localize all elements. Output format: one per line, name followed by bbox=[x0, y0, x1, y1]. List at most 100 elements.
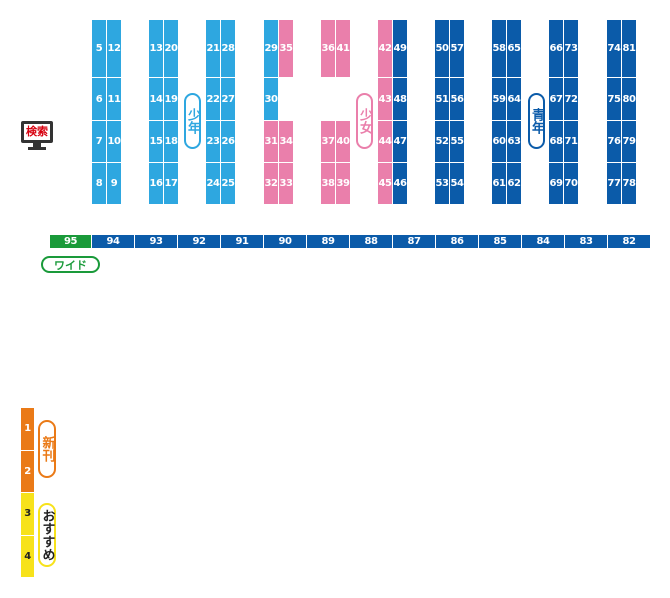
shelf[interactable]: 62 bbox=[507, 163, 521, 204]
shelf[interactable]: 30 bbox=[264, 78, 278, 120]
shelf[interactable]: 64 bbox=[507, 78, 521, 120]
shelf[interactable]: 7 bbox=[92, 121, 106, 162]
shelf[interactable]: 54 bbox=[450, 163, 464, 204]
shelf[interactable]: 63 bbox=[507, 121, 521, 162]
shelf[interactable]: 8 bbox=[92, 163, 106, 204]
shelf[interactable]: 43 bbox=[378, 78, 392, 120]
shelf[interactable]: 29 bbox=[264, 20, 278, 77]
shelf[interactable]: 50 bbox=[435, 20, 449, 77]
shelf[interactable]: 67 bbox=[549, 78, 563, 120]
shelf[interactable]: 56 bbox=[450, 78, 464, 120]
shelf[interactable]: 59 bbox=[492, 78, 506, 120]
search-terminal[interactable]: 検索 bbox=[21, 121, 53, 151]
shelf[interactable]: 85 bbox=[479, 235, 521, 248]
shelf[interactable]: 14 bbox=[149, 78, 163, 120]
shelf[interactable]: 42 bbox=[378, 20, 392, 77]
shelf[interactable]: 5 bbox=[92, 20, 106, 77]
shelf[interactable]: 22 bbox=[206, 78, 220, 120]
shelf[interactable]: 74 bbox=[607, 20, 621, 77]
shelf[interactable]: 52 bbox=[435, 121, 449, 162]
shelf[interactable]: 40 bbox=[336, 121, 350, 162]
shelf[interactable]: 36 bbox=[321, 20, 335, 77]
shelf[interactable]: 60 bbox=[492, 121, 506, 162]
shelf[interactable]: 93 bbox=[135, 235, 177, 248]
shelf[interactable]: 6 bbox=[92, 78, 106, 120]
shelf[interactable]: 75 bbox=[607, 78, 621, 120]
shelf[interactable]: 82 bbox=[608, 235, 650, 248]
shelf[interactable]: 77 bbox=[607, 163, 621, 204]
shelf[interactable]: 9 bbox=[107, 163, 121, 204]
shelf[interactable]: 69 bbox=[549, 163, 563, 204]
shelf[interactable]: 24 bbox=[206, 163, 220, 204]
shelf[interactable]: 58 bbox=[492, 20, 506, 77]
shelf[interactable]: 71 bbox=[564, 121, 578, 162]
shelf[interactable]: 57 bbox=[450, 20, 464, 77]
shelf[interactable]: 17 bbox=[164, 163, 178, 204]
shelf[interactable]: 34 bbox=[279, 121, 293, 162]
shelf[interactable]: 76 bbox=[607, 121, 621, 162]
shelf[interactable]: 73 bbox=[564, 20, 578, 77]
wide-label: ワイド bbox=[41, 256, 100, 273]
shelf[interactable]: 94 bbox=[92, 235, 134, 248]
shelf[interactable]: 53 bbox=[435, 163, 449, 204]
shelf[interactable]: 95 bbox=[50, 235, 91, 248]
shelf[interactable]: 1 bbox=[21, 408, 34, 450]
shelf[interactable]: 15 bbox=[149, 121, 163, 162]
shelf[interactable]: 84 bbox=[522, 235, 564, 248]
shelf[interactable]: 21 bbox=[206, 20, 220, 77]
shelf[interactable]: 2 bbox=[21, 450, 34, 492]
shelf[interactable]: 39 bbox=[336, 163, 350, 204]
shelf[interactable]: 18 bbox=[164, 121, 178, 162]
shelf[interactable]: 33 bbox=[279, 163, 293, 204]
shelf[interactable]: 13 bbox=[149, 20, 163, 77]
shelf[interactable]: 23 bbox=[206, 121, 220, 162]
shelf[interactable]: 32 bbox=[264, 163, 278, 204]
shelf[interactable]: 86 bbox=[436, 235, 478, 248]
shelf[interactable]: 31 bbox=[264, 121, 278, 162]
shelf[interactable]: 51 bbox=[435, 78, 449, 120]
shelf[interactable]: 88 bbox=[350, 235, 392, 248]
shelf[interactable]: 44 bbox=[378, 121, 392, 162]
shelf[interactable]: 37 bbox=[321, 121, 335, 162]
shelf[interactable]: 78 bbox=[622, 163, 636, 204]
shelf[interactable]: 91 bbox=[221, 235, 263, 248]
shelf[interactable]: 68 bbox=[549, 121, 563, 162]
shelf[interactable]: 90 bbox=[264, 235, 306, 248]
shelf[interactable]: 81 bbox=[622, 20, 636, 77]
shelf[interactable]: 3 bbox=[21, 493, 34, 535]
shelf[interactable]: 66 bbox=[549, 20, 563, 77]
shelf[interactable]: 70 bbox=[564, 163, 578, 204]
shelf[interactable]: 48 bbox=[393, 78, 407, 120]
shelf[interactable]: 79 bbox=[622, 121, 636, 162]
shelf[interactable]: 26 bbox=[221, 121, 235, 162]
shelf[interactable]: 46 bbox=[393, 163, 407, 204]
shelf[interactable]: 12 bbox=[107, 20, 121, 77]
shelf[interactable]: 49 bbox=[393, 20, 407, 77]
shelf[interactable]: 45 bbox=[378, 163, 392, 204]
shelf[interactable]: 47 bbox=[393, 121, 407, 162]
shelf[interactable]: 72 bbox=[564, 78, 578, 120]
search-label: 検索 bbox=[24, 124, 50, 140]
front-label: おすすめ bbox=[38, 503, 56, 567]
shelf[interactable]: 55 bbox=[450, 121, 464, 162]
shelf[interactable]: 83 bbox=[565, 235, 607, 248]
shelf[interactable]: 20 bbox=[164, 20, 178, 77]
shelf[interactable]: 4 bbox=[21, 535, 34, 577]
shelf[interactable]: 25 bbox=[221, 163, 235, 204]
shelf[interactable]: 10 bbox=[107, 121, 121, 162]
shelf[interactable]: 80 bbox=[622, 78, 636, 120]
shelf[interactable]: 61 bbox=[492, 163, 506, 204]
shelf[interactable]: 35 bbox=[279, 20, 293, 77]
shelf[interactable]: 65 bbox=[507, 20, 521, 77]
shelf[interactable]: 41 bbox=[336, 20, 350, 77]
shelf[interactable]: 92 bbox=[178, 235, 220, 248]
shelf[interactable]: 27 bbox=[221, 78, 235, 120]
shelf[interactable]: 28 bbox=[221, 20, 235, 77]
shelf[interactable]: 16 bbox=[149, 163, 163, 204]
shelf[interactable]: 11 bbox=[107, 78, 121, 120]
shelf[interactable]: 38 bbox=[321, 163, 335, 204]
shelf[interactable]: 89 bbox=[307, 235, 349, 248]
shelf[interactable]: 87 bbox=[393, 235, 435, 248]
shelf[interactable]: 19 bbox=[164, 78, 178, 120]
front-label: 新刊 bbox=[38, 420, 56, 478]
